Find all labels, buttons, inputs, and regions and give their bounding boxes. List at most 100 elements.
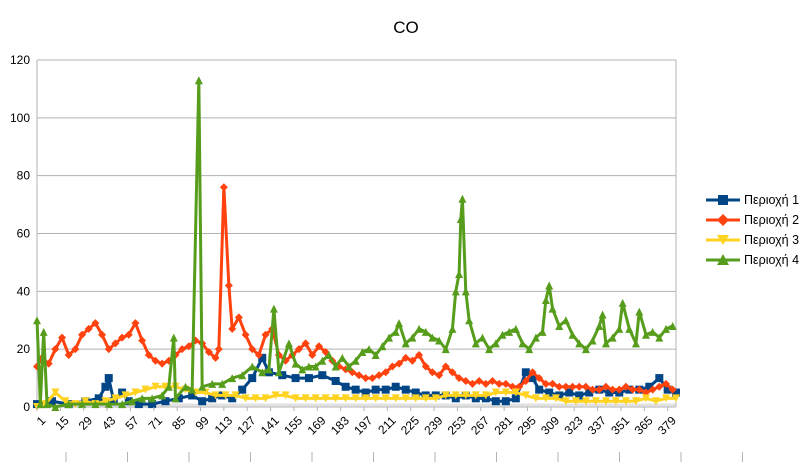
data-point	[411, 394, 420, 403]
data-point	[401, 339, 410, 348]
data-point	[575, 339, 584, 348]
baseline-band	[37, 403, 676, 407]
data-point	[238, 385, 247, 394]
data-point	[111, 339, 120, 348]
data-point	[468, 379, 477, 388]
data-point	[388, 362, 397, 371]
data-point	[561, 316, 570, 325]
data-point	[33, 316, 41, 325]
data-point	[318, 356, 327, 365]
data-point	[421, 394, 430, 403]
data-point	[111, 394, 120, 403]
data-point	[321, 394, 330, 403]
legend-label-1: Περιοχή 1	[744, 193, 800, 207]
x-tick-label: 267	[468, 413, 492, 437]
data-point	[109, 397, 118, 406]
data-point	[381, 394, 390, 403]
data-point	[104, 400, 113, 409]
data-point	[148, 394, 157, 403]
data-point	[48, 397, 57, 406]
data-point	[618, 298, 627, 307]
legend-label-4: Περιοχή 4	[744, 253, 800, 267]
x-tick-label: 183	[328, 413, 352, 437]
data-point	[371, 350, 380, 359]
data-point	[668, 322, 677, 331]
legend-item-1: Περιοχή 1	[704, 190, 799, 210]
data-point	[548, 379, 557, 388]
data-point	[101, 397, 110, 406]
data-point	[615, 385, 624, 394]
data-point	[568, 382, 577, 391]
data-point	[575, 391, 584, 400]
data-point	[311, 394, 320, 403]
data-point	[571, 397, 580, 406]
data-point	[331, 376, 340, 385]
data-point	[78, 400, 87, 409]
data-point	[178, 345, 187, 354]
data-point	[391, 382, 400, 391]
data-point	[528, 374, 537, 383]
data-point	[608, 333, 617, 342]
data-point	[561, 382, 570, 391]
data-point	[169, 333, 178, 342]
data-point	[421, 327, 430, 336]
legend-swatch-2	[704, 213, 742, 227]
data-point	[351, 385, 360, 394]
data-point	[248, 374, 257, 383]
data-point	[461, 287, 470, 296]
data-point	[568, 330, 577, 339]
x-tick-label: 71	[146, 413, 166, 433]
data-point	[668, 385, 677, 394]
data-point	[318, 371, 327, 380]
data-point	[471, 339, 480, 348]
data-point	[481, 379, 490, 388]
data-point	[541, 379, 550, 388]
x-tick-label: 99	[192, 413, 212, 433]
data-point	[261, 394, 270, 403]
data-point	[461, 391, 470, 400]
data-point	[581, 345, 590, 354]
data-point	[581, 382, 590, 391]
data-point	[304, 374, 313, 383]
y-tick-label: 40	[17, 284, 31, 298]
data-point	[381, 368, 390, 377]
data-point	[228, 324, 237, 333]
data-point	[385, 333, 394, 342]
data-point	[456, 215, 465, 224]
data-point	[641, 330, 650, 339]
data-point	[408, 356, 417, 365]
data-point	[368, 374, 377, 383]
data-point	[361, 374, 370, 383]
data-point	[538, 327, 547, 336]
data-point	[648, 385, 657, 394]
data-point	[521, 368, 530, 377]
data-point	[94, 394, 103, 403]
data-point	[455, 374, 464, 383]
series-4	[33, 76, 677, 411]
data-point	[411, 388, 420, 397]
data-point	[605, 388, 614, 397]
data-point	[575, 382, 584, 391]
x-tick-label: 155	[281, 413, 305, 437]
data-point	[188, 385, 197, 394]
data-point	[448, 324, 457, 333]
legend-item-2: Περιοχή 2	[704, 210, 799, 230]
x-tick-label: 127	[234, 413, 258, 437]
data-point	[188, 391, 197, 400]
data-point	[641, 394, 650, 403]
data-point	[395, 359, 404, 368]
data-point	[355, 371, 364, 380]
x-tick-label: 113	[212, 413, 236, 437]
data-point	[635, 307, 644, 316]
x-tick-label: 85	[169, 413, 189, 433]
data-point	[144, 350, 153, 359]
data-point	[291, 394, 300, 403]
data-point	[448, 368, 457, 377]
data-point	[535, 374, 544, 383]
series-layer	[33, 76, 680, 411]
data-point	[455, 269, 464, 278]
series-3	[33, 382, 680, 411]
data-point	[361, 394, 370, 403]
data-point	[208, 379, 217, 388]
data-point	[548, 304, 557, 313]
